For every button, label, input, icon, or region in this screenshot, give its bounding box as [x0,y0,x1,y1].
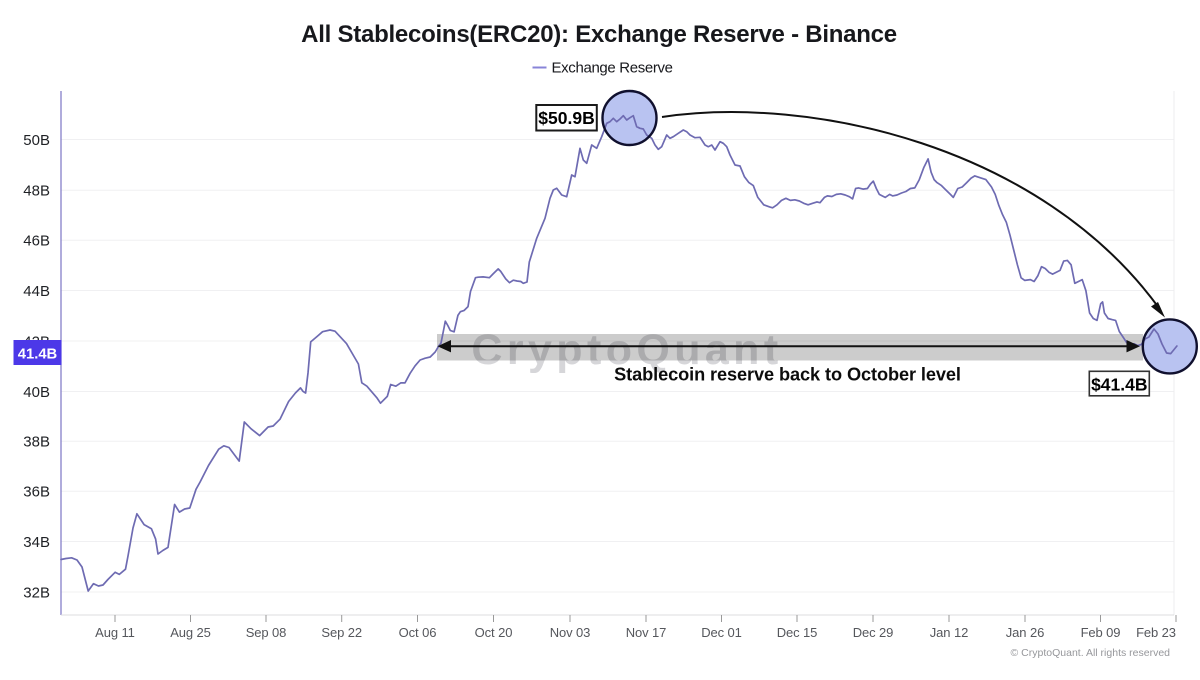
svg-text:Oct 06: Oct 06 [399,625,437,640]
svg-text:Stablecoin reserve back to Oct: Stablecoin reserve back to October level [614,365,961,385]
svg-text:32B: 32B [23,584,50,601]
svg-text:Jan 12: Jan 12 [930,625,968,640]
svg-text:Feb 23: Feb 23 [1136,625,1176,640]
svg-text:44B: 44B [23,283,50,300]
svg-text:46B: 46B [23,233,50,250]
svg-text:48B: 48B [23,183,50,200]
svg-text:41.4B: 41.4B [18,346,58,362]
svg-text:$41.4B: $41.4B [1091,375,1147,395]
svg-text:36B: 36B [23,484,50,501]
svg-text:34B: 34B [23,534,50,551]
svg-text:All Stablecoins(ERC20): Exchan: All Stablecoins(ERC20): Exchange Reserve… [301,21,897,48]
svg-text:38B: 38B [23,434,50,451]
svg-text:Dec 15: Dec 15 [777,625,818,640]
svg-text:Sep 22: Sep 22 [321,625,362,640]
svg-text:50B: 50B [23,132,50,149]
svg-text:Nov 17: Nov 17 [626,625,667,640]
svg-text:40B: 40B [23,384,50,401]
svg-text:$50.9B: $50.9B [538,108,594,128]
svg-text:Feb 09: Feb 09 [1081,625,1121,640]
svg-text:Dec 29: Dec 29 [853,625,894,640]
svg-text:Nov 03: Nov 03 [550,625,591,640]
svg-text:Aug 11: Aug 11 [95,625,135,640]
svg-text:Dec 01: Dec 01 [701,625,742,640]
svg-text:© CryptoQuant. All rights rese: © CryptoQuant. All rights reserved [1011,647,1171,659]
svg-text:Oct 20: Oct 20 [475,625,513,640]
svg-text:Sep 08: Sep 08 [246,625,287,640]
svg-text:CryptoQuant: CryptoQuant [471,326,782,374]
svg-text:Aug 25: Aug 25 [170,625,211,640]
svg-text:Exchange Reserve: Exchange Reserve [552,60,673,77]
svg-text:Jan 26: Jan 26 [1006,625,1044,640]
